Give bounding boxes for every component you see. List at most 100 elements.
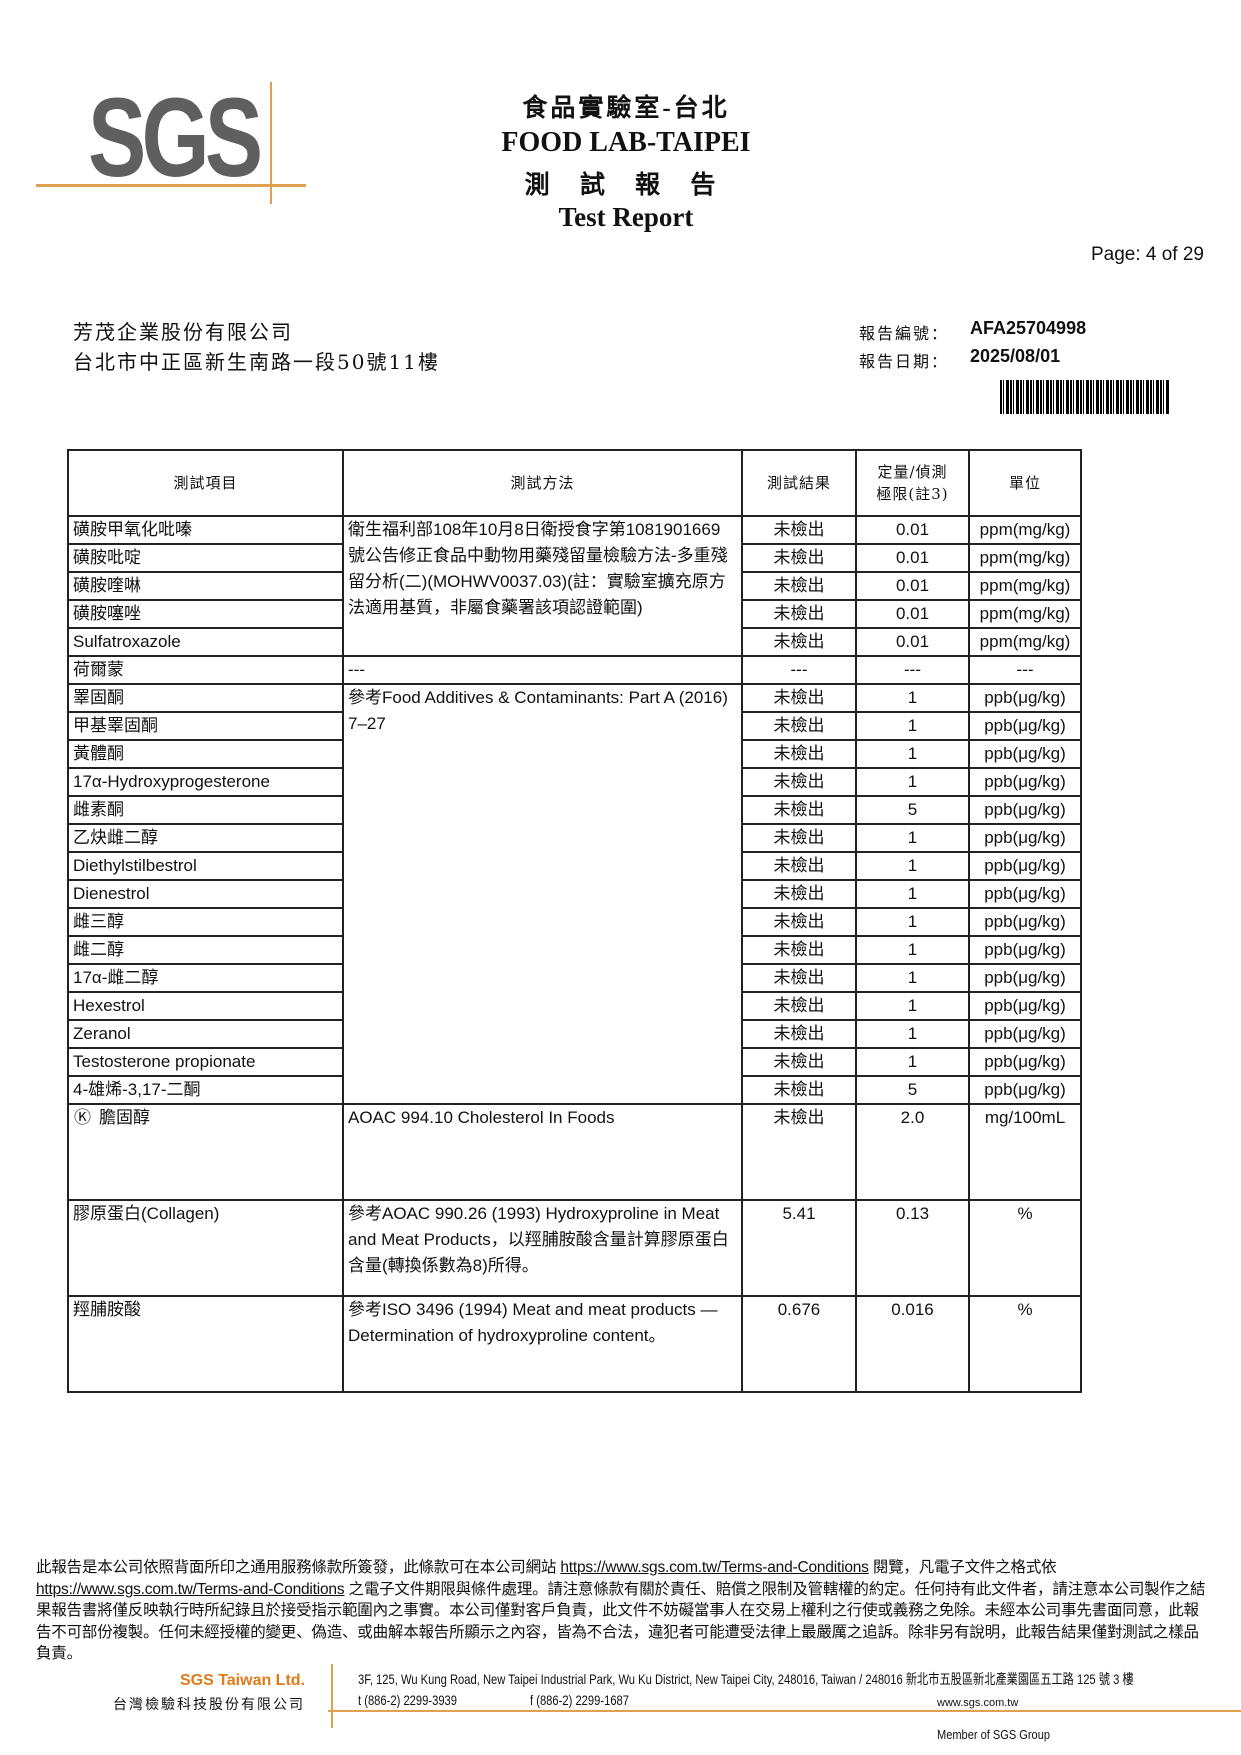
test-result: 5.41 xyxy=(741,1199,857,1297)
test-method: 參考ISO 3496 (1994) Meat and meat products… xyxy=(342,1295,743,1393)
table-row: 磺胺甲氧化吡嗪 衛生福利部108年10月8日衛授食字第1081901669號公告修… xyxy=(67,515,1082,657)
test-item: Diethylstilbestrol xyxy=(67,851,344,881)
table-row: 17α-Hydroxyprogesterone 未檢出 1 ppb(μg/kg) xyxy=(67,767,1082,797)
test-result: 未檢出 xyxy=(741,879,857,909)
detection-limit: 1 xyxy=(855,1047,970,1077)
test-item: Sulfatroxazole xyxy=(67,627,344,657)
test-result: 0.676 xyxy=(741,1295,857,1393)
test-item: Hexestrol xyxy=(67,991,344,1021)
detection-limit: 1 xyxy=(855,907,970,937)
header-result: 測試結果 xyxy=(741,449,857,517)
terms-link[interactable]: https://www.sgs.com.tw/Terms-and-Conditi… xyxy=(36,1580,345,1598)
detection-limit: 1 xyxy=(855,767,970,797)
test-item: 磺胺喹啉 xyxy=(67,571,344,601)
unit: mg/100mL xyxy=(968,1103,1082,1201)
test-item-label: 羥脯胺酸 xyxy=(73,1300,141,1319)
unit: ppb(μg/kg) xyxy=(968,991,1082,1021)
detection-limit: 5 xyxy=(855,795,970,825)
detection-limit: 1 xyxy=(855,851,970,881)
report-date: 2025/08/01 xyxy=(970,346,1061,366)
test-item: 睪固酮 xyxy=(67,683,344,713)
detection-limit: 0.01 xyxy=(855,543,970,573)
test-item: 4-雄烯-3,17-二酮 xyxy=(67,1075,344,1105)
lab-title-zh: 食品實驗室-台北 xyxy=(522,95,730,122)
table-row: 乙炔雌二醇 未檢出 1 ppb(μg/kg) xyxy=(67,823,1082,853)
test-result: --- xyxy=(741,655,857,685)
footer-rule-vertical xyxy=(331,1664,333,1728)
unit: ppm(mg/kg) xyxy=(968,543,1082,573)
header-item: 測試項目 xyxy=(67,449,344,517)
report-number-label: 報告編號： xyxy=(859,324,950,343)
detection-limit: 0.01 xyxy=(855,571,970,601)
table-row: Ⓚ 膽固醇 AOAC 994.10 Cholesterol In Foods 未檢出 2… xyxy=(67,1103,1082,1201)
unit: ppm(mg/kg) xyxy=(968,571,1082,601)
header-limit: 定量/偵測 極限(註3) xyxy=(855,449,970,517)
detection-limit: 1 xyxy=(855,739,970,769)
unit: ppb(μg/kg) xyxy=(968,1019,1082,1049)
header-unit: 單位 xyxy=(968,449,1082,517)
accreditation-mark-icon: Ⓚ xyxy=(74,1108,91,1127)
table-row: Dienestrol 未檢出 1 ppb(μg/kg) xyxy=(67,879,1082,909)
test-item: 雌三醇 xyxy=(67,907,344,937)
test-result: 未檢出 xyxy=(741,739,857,769)
report-date-label: 報告日期： xyxy=(859,352,950,371)
test-item: Dienestrol xyxy=(67,879,344,909)
test-result: 未檢出 xyxy=(741,683,857,713)
unit: ppb(μg/kg) xyxy=(968,739,1082,769)
unit: ppm(mg/kg) xyxy=(968,599,1082,629)
table-row: 磺胺吡啶 未檢出 0.01 ppm(mg/kg) xyxy=(67,543,1082,573)
page-number: Page: 4 of 29 xyxy=(1090,244,1204,265)
table-row: 甲基睪固酮 未檢出 1 ppb(μg/kg) xyxy=(67,711,1082,741)
table-row: 黃體酮 未檢出 1 ppb(μg/kg) xyxy=(67,739,1082,769)
telephone: t (886-2) 2299-3939 xyxy=(358,1692,458,1708)
unit: ppb(μg/kg) xyxy=(968,879,1082,909)
test-item: 羥脯胺酸 xyxy=(67,1295,344,1393)
test-item: 雌素酮 xyxy=(67,795,344,825)
website: www.sgs.com.tw xyxy=(937,1697,1019,1709)
unit: ppm(mg/kg) xyxy=(968,627,1082,657)
test-result: 未檢出 xyxy=(741,711,857,741)
disclaimer: 此報告是本公司依照背面所印之通用服務條款所簽發，此條款可在本公司網站 https… xyxy=(36,1557,1214,1665)
test-result: 未檢出 xyxy=(741,767,857,797)
test-result: 未檢出 xyxy=(741,515,857,545)
test-method: 衛生福利部108年10月8日衛授食字第1081901669號公告修正食品中動物用… xyxy=(342,515,743,657)
test-result: 未檢出 xyxy=(741,1019,857,1049)
unit: % xyxy=(968,1295,1082,1393)
detection-limit: 0.01 xyxy=(855,599,970,629)
test-item: 磺胺吡啶 xyxy=(67,543,344,573)
member-of-sgs-group: Member of SGS Group xyxy=(937,1727,1051,1742)
detection-limit: 1 xyxy=(855,991,970,1021)
test-item: 17α-雌二醇 xyxy=(67,963,344,993)
terms-link[interactable]: https://www.sgs.com.tw/Terms-and-Conditi… xyxy=(560,1559,869,1576)
table-row: Diethylstilbestrol 未檢出 1 ppb(μg/kg) xyxy=(67,851,1082,881)
test-item: Ⓚ 膽固醇 xyxy=(67,1103,344,1201)
table-row: 雌二醇 未檢出 1 ppb(μg/kg) xyxy=(67,935,1082,965)
test-result: 未檢出 xyxy=(741,991,857,1021)
logo-rule-horizontal xyxy=(36,184,306,187)
test-item: Testosterone propionate xyxy=(67,1047,344,1077)
table-row: Zeranol 未檢出 1 ppb(μg/kg) xyxy=(67,1019,1082,1049)
test-item: 黃體酮 xyxy=(67,739,344,769)
table-row: 雌素酮 未檢出 5 ppb(μg/kg) xyxy=(67,795,1082,825)
company-name-zh: 台灣檢驗科技股份有限公司 xyxy=(113,1697,305,1713)
header-method: 測試方法 xyxy=(342,449,743,517)
test-item: Zeranol xyxy=(67,1019,344,1049)
detection-limit: 0.01 xyxy=(855,627,970,657)
unit: ppm(mg/kg) xyxy=(968,515,1082,545)
detection-limit: 1 xyxy=(855,823,970,853)
test-result: 未檢出 xyxy=(741,1103,857,1201)
test-method: 參考Food Additives & Contaminants: Part A … xyxy=(342,683,743,1105)
client-address: 台北市中正區新生南路一段50號11樓 xyxy=(73,350,440,374)
test-result: 未檢出 xyxy=(741,935,857,965)
barcode xyxy=(1000,380,1170,414)
test-item: 甲基睪固酮 xyxy=(67,711,344,741)
table-row: 荷爾蒙 --- --- --- --- xyxy=(67,655,1082,685)
lab-title-en: FOOD LAB-TAIPEI xyxy=(501,127,751,158)
table-row: 磺胺噻唑 未檢出 0.01 ppm(mg/kg) xyxy=(67,599,1082,629)
unit: ppb(μg/kg) xyxy=(968,823,1082,853)
test-item: 乙炔雌二醇 xyxy=(67,823,344,853)
detection-limit: 1 xyxy=(855,963,970,993)
client-name: 芳茂企業股份有限公司 xyxy=(73,320,293,344)
test-result: 未檢出 xyxy=(741,627,857,657)
unit: ppb(μg/kg) xyxy=(968,1075,1082,1105)
